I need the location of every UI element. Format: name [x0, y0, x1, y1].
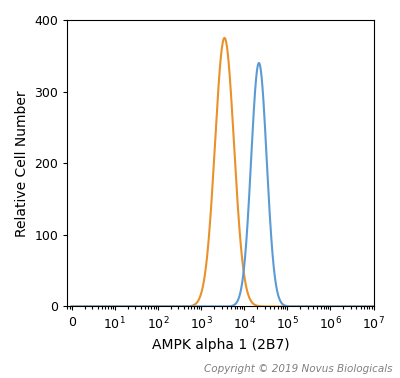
Text: Copyright © 2019 Novus Biologicals: Copyright © 2019 Novus Biologicals — [204, 364, 392, 374]
Y-axis label: Relative Cell Number: Relative Cell Number — [15, 90, 29, 237]
X-axis label: AMPK alpha 1 (2B7): AMPK alpha 1 (2B7) — [152, 338, 289, 352]
